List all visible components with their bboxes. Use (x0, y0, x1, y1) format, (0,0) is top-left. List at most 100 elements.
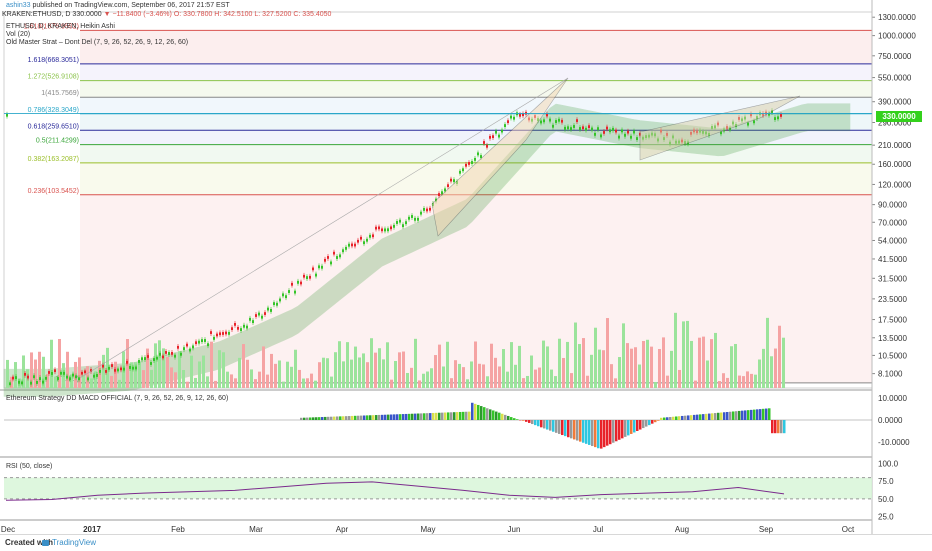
volume-bar (562, 358, 565, 388)
x-axis-tick-label: 2017 (83, 525, 101, 534)
y-axis-tick-label: 1300.0000 (878, 13, 916, 22)
volume-bar (374, 353, 377, 388)
fib-zone (80, 64, 872, 81)
candle (549, 119, 551, 122)
volume-bar (442, 367, 445, 388)
macd-histogram-bar (723, 412, 726, 420)
tradingview-link[interactable]: TradingView (52, 535, 96, 551)
macd-histogram-bar (486, 408, 489, 420)
volume-bar (414, 339, 417, 388)
volume-bar (526, 376, 529, 388)
volume-bar (494, 358, 497, 388)
macd-histogram-bar (501, 414, 504, 420)
candle (483, 141, 485, 144)
volume-bar (318, 362, 321, 388)
macd-histogram-bar (576, 420, 579, 441)
candle (477, 152, 479, 155)
candle (276, 303, 278, 306)
macd-histogram-bar (321, 417, 324, 420)
volume-bar (222, 352, 225, 388)
macd-histogram-bar (768, 408, 771, 420)
macd-histogram-bar (693, 415, 696, 420)
volume-bar (446, 342, 449, 388)
volume-bar (574, 323, 577, 388)
volume-bar (438, 345, 441, 388)
macd-histogram-bar (681, 416, 684, 420)
volume-bar (614, 378, 617, 388)
fib-zone (80, 30, 872, 63)
volume-bar (710, 339, 713, 388)
macd-histogram-bar (369, 415, 372, 420)
volume-bar (198, 361, 201, 388)
y-axis-tick-label: 41.5000 (878, 255, 907, 264)
candle (390, 226, 392, 229)
volume-bar (226, 372, 229, 388)
macd-histogram-bar (375, 415, 378, 420)
candle (111, 364, 113, 367)
volume-bar (282, 382, 285, 388)
candle (309, 276, 311, 279)
candle (579, 127, 581, 130)
macd-histogram-bar (504, 415, 507, 420)
volume-bar (250, 369, 253, 388)
candle (504, 124, 506, 127)
macd-histogram-bar (459, 412, 462, 420)
macd-axis-label: -10.0000 (878, 438, 910, 447)
volume-bar (558, 339, 561, 388)
volume-bar (246, 360, 249, 388)
candle (330, 262, 332, 265)
macd-histogram-bar (396, 414, 399, 420)
candle (135, 367, 137, 370)
candle (27, 376, 29, 379)
candle (291, 283, 293, 286)
volume-bar (82, 375, 85, 388)
macd-histogram-bar (633, 420, 636, 432)
symbol-line: KRAKEN:ETHUSD, D 330.0000 ▼ −11.8400 (−3… (2, 10, 331, 19)
candle (147, 355, 149, 358)
candle (366, 239, 368, 242)
macd-histogram-bar (477, 405, 480, 420)
fib-level-label: 0.382(163.2087) (28, 156, 79, 163)
volume-bar (566, 342, 569, 388)
macd-histogram-bar (318, 417, 321, 420)
volume-bar (62, 363, 65, 388)
author-link[interactable]: ashin33 (6, 2, 31, 9)
volume-bar (678, 370, 681, 388)
volume-bar (774, 349, 777, 388)
volume-bar (642, 341, 645, 388)
change-value: ▼ −11.8400 (−3.46%) (104, 11, 172, 18)
volume-bar (722, 373, 725, 388)
volume-bar (302, 379, 305, 388)
fib-level-label: 0.786(328.3049) (28, 107, 79, 114)
candle (117, 369, 119, 372)
macd-histogram-bar (642, 420, 645, 428)
candle (492, 135, 494, 138)
volume-bar (530, 356, 533, 388)
macd-histogram-bar (549, 420, 552, 431)
candle (411, 215, 413, 218)
candle (576, 119, 578, 122)
macd-histogram-bar (627, 420, 630, 435)
volume-bar (366, 362, 369, 388)
macd-histogram-bar (417, 414, 420, 420)
volume-bar (334, 352, 337, 388)
volume-bar (186, 382, 189, 388)
volume-bar (118, 380, 121, 388)
volume-bar (382, 359, 385, 388)
candle (198, 341, 200, 344)
macd-histogram-bar (696, 415, 699, 420)
candle (633, 131, 635, 134)
x-axis-tick-label: Apr (336, 525, 349, 534)
macd-histogram-bar (771, 420, 774, 433)
macd-histogram-bar (678, 416, 681, 420)
candle (450, 179, 452, 182)
volume-bar (462, 367, 465, 388)
candle (585, 128, 587, 131)
volume-bar (634, 347, 637, 388)
candle (606, 127, 608, 130)
macd-histogram-bar (462, 412, 465, 420)
macd-histogram-bar (483, 407, 486, 420)
candle (417, 218, 419, 221)
volume-bar (178, 351, 181, 388)
